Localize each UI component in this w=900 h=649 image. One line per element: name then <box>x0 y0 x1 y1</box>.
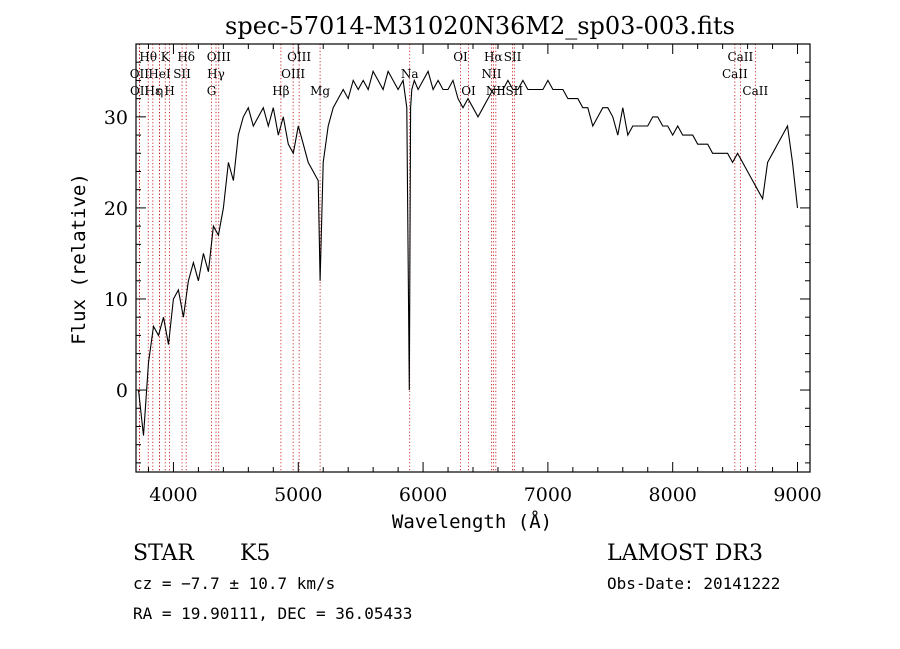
x-tick-label: 4000 <box>149 484 197 506</box>
line-marker-label: Hθ <box>139 50 157 64</box>
line-marker-label: OI <box>453 50 468 64</box>
x-tick-label: 9000 <box>773 484 821 506</box>
line-marker-label: Hβ <box>272 84 289 98</box>
line-marker-label: OIII <box>281 67 305 81</box>
line-marker-label: OII <box>130 67 150 81</box>
line-marker-label: Hγ <box>207 67 225 81</box>
y-tick-label: 20 <box>104 198 128 220</box>
line-marker-label: OIII <box>207 50 231 64</box>
y-axis-label: Flux (relative) <box>68 173 90 345</box>
y-ticks: 0 10 20 30 <box>104 61 810 464</box>
line-marker-label: H <box>164 84 174 98</box>
line-marker-label: CaII <box>722 67 748 81</box>
line-marker-label: HeI <box>148 67 171 81</box>
x-axis-label: Wavelength (Å) <box>392 510 552 533</box>
y-tick-label: 0 <box>116 380 128 402</box>
x-tick-label: 8000 <box>649 484 697 506</box>
line-marker-label: CaII <box>742 84 768 98</box>
x-tick-label: 5000 <box>274 484 322 506</box>
line-marker-label: NII <box>486 84 506 98</box>
line-marker-label: OIII <box>287 50 311 64</box>
object-class: STAR <box>133 541 195 566</box>
line-marker-label: CaII <box>727 50 753 64</box>
plot-area: 4000 5000 6000 7000 8000 9000 0 10 20 30 Hθ OII OI… <box>104 43 822 506</box>
object-subclass: K5 <box>240 541 270 566</box>
coordinates: RA = 19.90111, DEC = 36.05433 <box>133 604 412 623</box>
redshift-cz: cz = −7.7 ± 10.7 km/s <box>133 574 335 593</box>
y-tick-label: 30 <box>104 107 128 129</box>
line-marker-label: η <box>156 84 163 98</box>
x-ticks: 4000 5000 6000 7000 8000 9000 <box>147 44 822 506</box>
line-marker-label: SII <box>504 50 522 64</box>
x-tick-label: 7000 <box>524 484 572 506</box>
chart-title: spec-57014-M31020N36M2_sp03-003.fits <box>225 12 735 40</box>
line-marker-label: NII <box>481 67 501 81</box>
line-marker-label: SII <box>505 84 523 98</box>
y-tick-label: 10 <box>104 289 128 311</box>
line-marker-label: Hε <box>145 84 162 98</box>
line-marker-label: OI <box>461 84 476 98</box>
spectrum-line <box>137 69 799 436</box>
line-marker-label: SII <box>173 67 191 81</box>
observation-date: Obs-Date: 20141222 <box>607 574 780 593</box>
line-marker-label: Mg <box>310 84 330 98</box>
line-marker-label: Hδ <box>177 50 195 64</box>
line-marker-label: G <box>207 84 217 98</box>
x-tick-label: 6000 <box>399 484 447 506</box>
line-marker-label: K <box>161 50 171 64</box>
survey-name: LAMOST DR3 <box>607 541 763 566</box>
line-marker-label: Hα <box>484 50 503 64</box>
line-marker-label: OII <box>130 84 150 98</box>
line-markers <box>138 44 756 472</box>
line-marker-label: Na <box>401 67 419 81</box>
